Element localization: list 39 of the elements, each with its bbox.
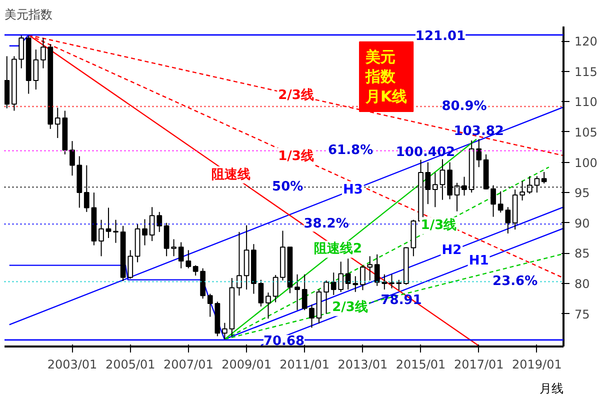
y-tick-label: 105 (574, 125, 598, 140)
annotation: 38.2% (304, 216, 349, 232)
series-label: H2 (442, 243, 462, 258)
y-tick-label: 90 (574, 216, 590, 230)
annotation: 61.8% (328, 143, 374, 158)
x-tick-label: 2015/01 (396, 358, 446, 372)
y-tick-label: 115 (574, 64, 598, 79)
x-tick-label: 2003/01 (47, 358, 98, 372)
series-label: 阻速线 (212, 167, 251, 182)
annotation: 美元指数月K线 (364, 48, 408, 106)
x-tick-label: 2011/01 (280, 358, 330, 372)
y-tick-label: 80 (574, 276, 590, 291)
ref-line-label: 70.68 (263, 334, 305, 349)
series-label: 阻速线2 (314, 242, 362, 257)
series-label: H1 (468, 254, 489, 269)
y-tick-label: 75 (574, 307, 590, 322)
x-tick-label: 2019/01 (512, 358, 562, 372)
chart-title: 美元指数 (4, 8, 52, 22)
y-tick-label: 120 (574, 34, 598, 49)
x-tick-label: 2017/01 (454, 358, 504, 372)
series-label: H3 (342, 182, 363, 198)
ref-line-label: 121.01 (415, 28, 466, 44)
y-tick-label: 100 (574, 156, 598, 170)
series-label: 1/3线 (420, 218, 457, 234)
series-label: 2/3线 (332, 300, 368, 316)
y-tick-label: 110 (574, 95, 598, 110)
x-tick-label: 2005/01 (105, 358, 156, 372)
series-label: 2/3线 (278, 88, 314, 103)
annotation: 103.82 (454, 124, 504, 140)
annotation: 50% (272, 180, 304, 195)
annotation: 80.9% (442, 99, 487, 114)
y-tick-label: 85 (574, 246, 590, 261)
text: 月线 (540, 382, 564, 396)
x-tick-label: 2007/01 (163, 358, 214, 372)
annotation: 23.6% (492, 274, 538, 290)
series-label: 1/3线 (278, 149, 314, 164)
x-tick-label: 2009/01 (222, 358, 272, 372)
x-tick-label: 2013/01 (338, 358, 388, 372)
y-tick-label: 95 (574, 186, 590, 200)
